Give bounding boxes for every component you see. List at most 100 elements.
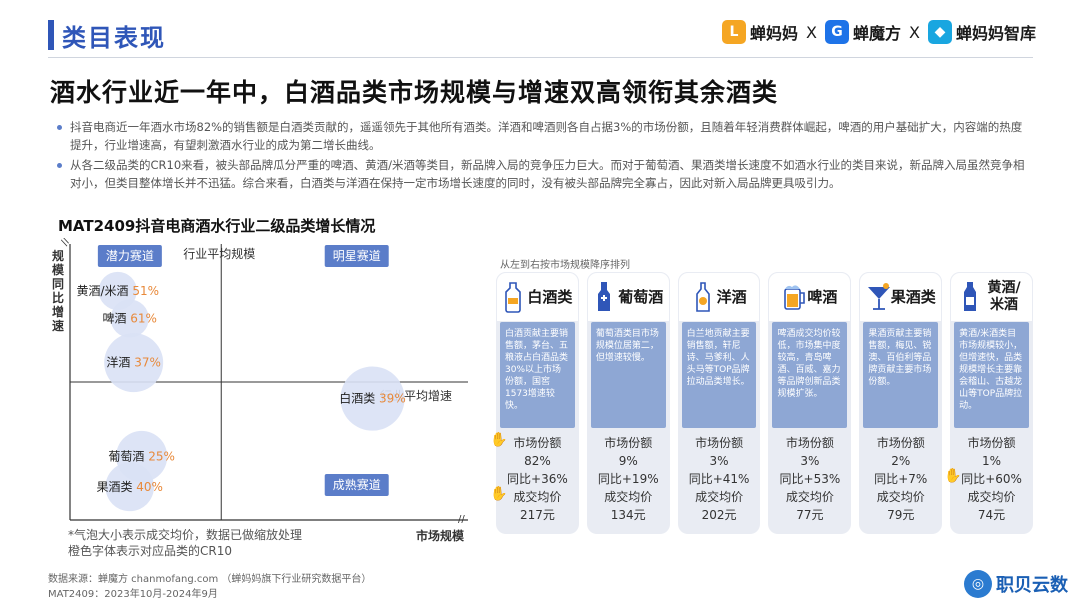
category-card: 啤酒 啤酒成交均价较低，市场集中度较高，青岛啤酒、百威、嘉力等品牌创新品类规模扩张… bbox=[768, 272, 852, 534]
bubble-label: 黄酒/米酒 51% bbox=[76, 284, 159, 298]
bubble-cr10: 40% bbox=[132, 480, 163, 494]
bubble-name: 黄酒/米酒 bbox=[76, 284, 128, 298]
bubble-chart: ////行业平均规模 行业平均增速规模同比增速市场规模 潜力赛道 明星赛道 成熟赛道 黄酒… bbox=[50, 238, 480, 548]
chanmama-logo-icon: L bbox=[722, 20, 747, 44]
category-card: 白酒类 白酒贡献主要销售额，茅台、五粮液占白酒品类30%以上市场份额，国窖1573… bbox=[490, 272, 579, 534]
bullet-item: 抖音电商近一年酒水市场82%的销售额是白酒类贡献的，遥遥领先于其他所有酒类。洋酒… bbox=[56, 118, 1031, 154]
bubble-point bbox=[340, 366, 405, 431]
market-share-value: 82% bbox=[524, 454, 551, 468]
whisky-glass-icon bbox=[692, 281, 714, 313]
thumbs-up-icon: ✋ bbox=[944, 468, 962, 484]
yoy-value: +7% bbox=[898, 472, 928, 486]
bubble-cr10: 39% bbox=[375, 392, 406, 406]
card-stats: 市场份额 1% 同比+60% 成交均价 74元 bbox=[950, 428, 1033, 524]
y-axis-label-char: 速 bbox=[52, 318, 64, 333]
chart-note-line: *气泡大小表示成交均价，数据已做缩放处理 bbox=[68, 528, 303, 542]
avg-price-label: 成交均价 bbox=[604, 490, 653, 504]
card-header: 黄酒/米酒 bbox=[950, 272, 1033, 322]
market-share-value: 3% bbox=[800, 454, 820, 468]
bubble-cr10: 61% bbox=[126, 312, 157, 326]
bubble-name: 啤酒 bbox=[102, 311, 126, 326]
header-accent-bar bbox=[48, 20, 54, 50]
avg-price-label: 成交均价 bbox=[785, 490, 834, 504]
market-share-value: 2% bbox=[891, 454, 911, 468]
data-source: 数据来源：蝉魔方 chanmofang.com （蝉妈妈旗下行业研究数据平台） bbox=[48, 574, 372, 585]
quadrant-label-potential-bg bbox=[97, 245, 162, 267]
header-divider bbox=[48, 57, 1033, 58]
card-header: 洋酒 bbox=[677, 272, 761, 322]
bubble-cr10: 37% bbox=[130, 356, 161, 370]
chart-title: MAT2409抖音电商酒水行业二级品类增长情况 bbox=[58, 217, 376, 235]
market-share-label: 市场份额 bbox=[876, 436, 925, 450]
card-stats: 市场份额 3% 同比+41% 成交均价 202元 bbox=[678, 428, 761, 524]
corner-brand: ◎ 职贝云数 bbox=[964, 570, 1068, 598]
brand-name: 蝉妈妈 bbox=[750, 24, 799, 43]
page-headline: 酒水行业近一年中，白酒品类市场规模与增速双高领衔其余酒类 bbox=[50, 78, 779, 107]
bubble-label: 洋酒 37% bbox=[106, 355, 161, 370]
market-share-value: 9% bbox=[618, 454, 638, 468]
card-header: 啤酒 bbox=[768, 272, 852, 322]
bubble-point bbox=[104, 333, 164, 393]
yoy-value: +19% bbox=[621, 472, 659, 486]
market-share-label: 市场份额 bbox=[513, 436, 562, 450]
wine-bottle-icon bbox=[593, 281, 615, 313]
card-category-name: 洋酒 bbox=[716, 287, 747, 306]
bubble-label: 葡萄酒 25% bbox=[108, 450, 175, 464]
avg-price-value: 74元 bbox=[977, 508, 1006, 522]
y-axis-label-char: 模 bbox=[52, 262, 65, 277]
yoy-value: +53% bbox=[803, 472, 841, 486]
avg-price-label: 成交均价 bbox=[695, 490, 744, 504]
avg-price-value: 79元 bbox=[887, 508, 915, 522]
yoy-growth: 同比+53% bbox=[768, 470, 851, 488]
cocktail-glass-icon bbox=[866, 281, 890, 313]
card-header: 白酒类 bbox=[496, 272, 579, 322]
avg-scale-label: 行业平均规模 bbox=[183, 246, 255, 261]
bubble-cr10: 25% bbox=[144, 450, 175, 464]
yoy-value: +60% bbox=[985, 472, 1022, 486]
yoy-value: +41% bbox=[712, 472, 750, 486]
yoy-label: 同比 bbox=[779, 472, 804, 486]
section-title: 类目表现 bbox=[62, 24, 166, 52]
chanmofang-logo-icon: G bbox=[825, 20, 849, 44]
market-share-label: 市场份额 bbox=[785, 436, 834, 450]
y-axis-label-char: 规 bbox=[52, 248, 64, 263]
card-category-name: 白酒类 bbox=[527, 287, 573, 306]
card-description: 葡萄酒类目市场规模位居第二，但增速较慢。 bbox=[590, 322, 666, 428]
brand-chanmofang: G 蝉魔方 bbox=[825, 20, 901, 44]
bubble-name: 洋酒 bbox=[106, 355, 130, 370]
bullet-item: 从各二级品类的CR10来看，被头部品牌瓜分严重的啤酒、黄酒/米酒等类目，新品牌入… bbox=[56, 156, 1031, 192]
bubble-name: 葡萄酒 bbox=[108, 450, 144, 464]
brand-zhiku: ◆ 蝉妈妈智库 bbox=[927, 20, 1036, 44]
card-description: 黄酒/米酒类目市场规模较小，但增速快，品类规模增长主要靠会稽山、古越龙山等TOP… bbox=[954, 322, 1029, 428]
yoy-label: 同比 bbox=[507, 472, 532, 486]
brand-chanmama: L 蝉妈妈 bbox=[722, 20, 798, 44]
yoy-label: 同比 bbox=[874, 472, 899, 486]
card-category-name: 黄酒/米酒 bbox=[987, 280, 1021, 313]
quadrant-label-mature-bg bbox=[324, 474, 389, 496]
bubble-label: 啤酒 61% bbox=[102, 311, 157, 326]
brand-separator: X bbox=[909, 22, 920, 42]
category-card: 黄酒/米酒黄酒/米酒类目市场规模较小，但增速快，品类规模增长主要靠会稽山、古越龙… bbox=[944, 272, 1033, 534]
corner-brand-name: 职贝云数 bbox=[996, 575, 1068, 596]
card-category-name: 啤酒 bbox=[807, 287, 838, 306]
y-axis-break: // bbox=[59, 238, 72, 248]
market-share-label: 市场份额 bbox=[695, 436, 744, 450]
bubble-name: 果酒类 bbox=[96, 480, 132, 494]
card-stats: 市场份额 2% 同比+7% 成交均价 79元 bbox=[859, 428, 942, 524]
avg-price-label: 成交均价 bbox=[876, 490, 925, 504]
quadrant-label-potential: 潜力赛道 bbox=[106, 248, 154, 263]
bubble-point bbox=[105, 462, 154, 512]
avg-price-value: 77元 bbox=[796, 508, 824, 522]
bubble-cr10: 51% bbox=[129, 284, 160, 298]
y-axis-label-char: 增 bbox=[52, 304, 64, 319]
beer-mug-icon bbox=[782, 281, 806, 313]
brand-separator: X bbox=[806, 22, 817, 42]
card-header: 葡萄酒 bbox=[586, 272, 670, 322]
thumbs-up-icon: ✋ bbox=[490, 432, 508, 448]
avg-price-label: 成交均价 bbox=[967, 490, 1016, 504]
bubble-label: 白酒类 39% bbox=[339, 391, 406, 406]
card-description: 果酒贡献主要销售额，梅见、锐澳、百伯利等品牌贡献主要市场份额。 bbox=[863, 322, 939, 428]
category-card: 果酒类 果酒贡献主要销售额，梅见、锐澳、百伯利等品牌贡献主要市场份额。 市场份额 2%… bbox=[859, 272, 943, 534]
market-share-value: 1% bbox=[982, 454, 1002, 468]
